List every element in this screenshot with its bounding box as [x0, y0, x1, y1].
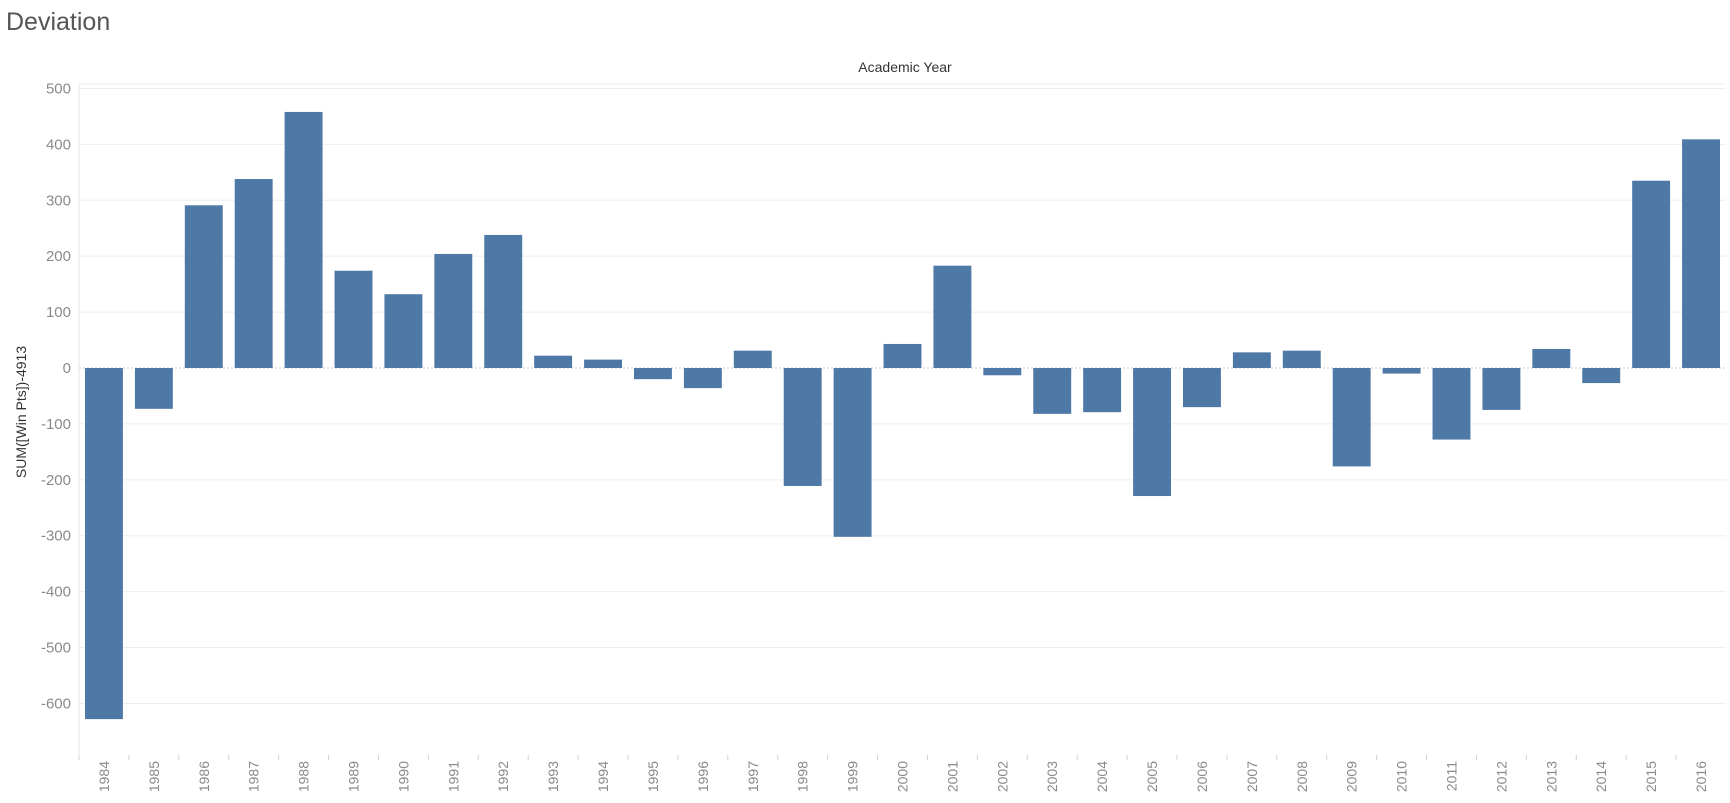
bar-1990[interactable]: [384, 294, 423, 368]
x-tick-label: 1986: [196, 761, 212, 792]
x-tick-label: 2011: [1444, 761, 1460, 791]
bar-1997[interactable]: [733, 350, 772, 368]
x-tick-label: 1988: [296, 761, 312, 792]
x-tick-label: 2007: [1244, 761, 1260, 792]
x-tick-label: 1998: [795, 761, 811, 792]
y-tick-label: -100: [41, 416, 71, 433]
y-tick-label: -500: [41, 640, 71, 657]
bar-1985[interactable]: [134, 368, 173, 409]
bars: [84, 111, 1721, 720]
page-title: Deviation: [6, 8, 111, 36]
bar-1994[interactable]: [584, 359, 623, 368]
y-tick-label: -600: [41, 695, 71, 712]
y-tick-label: 100: [46, 304, 71, 321]
x-tick-label: 1993: [545, 761, 561, 792]
x-tick-label: 2016: [1693, 761, 1709, 792]
y-tick-label: -300: [41, 528, 71, 545]
x-tick-label: 1989: [346, 761, 362, 792]
x-tick-label: 1987: [246, 761, 262, 792]
x-tick-label: 2008: [1294, 761, 1310, 792]
x-tick-label: 1995: [645, 761, 661, 792]
bar-1995[interactable]: [633, 368, 672, 380]
y-tick-label: 0: [63, 360, 71, 377]
x-tick-label: 2006: [1194, 761, 1210, 792]
y-tick-label: 300: [46, 192, 71, 209]
y-tick-label: -400: [41, 584, 71, 601]
bar-1987[interactable]: [234, 179, 273, 368]
y-tick-label: 200: [46, 248, 71, 265]
y-tick-label: -200: [41, 472, 71, 489]
bar-1999[interactable]: [833, 368, 872, 537]
bar-1993[interactable]: [534, 355, 573, 368]
y-tick-label: 500: [46, 80, 71, 97]
bar-1996[interactable]: [683, 368, 722, 389]
x-tick-label: 2010: [1394, 761, 1410, 792]
bar-2012[interactable]: [1482, 368, 1521, 410]
x-tick-label: 1997: [745, 761, 761, 792]
x-tick-label: 1994: [595, 761, 611, 792]
bar-2004[interactable]: [1083, 368, 1122, 413]
bar-2011[interactable]: [1432, 368, 1471, 440]
bar-2010[interactable]: [1382, 368, 1421, 374]
bar-2003[interactable]: [1033, 368, 1072, 414]
x-tick-label: 1992: [495, 761, 511, 792]
bar-2008[interactable]: [1282, 350, 1321, 368]
bar-2001[interactable]: [933, 265, 972, 368]
bar-2002[interactable]: [983, 368, 1022, 376]
x-tick-label: 2013: [1543, 761, 1559, 792]
bar-2007[interactable]: [1232, 352, 1271, 368]
y-tick-label: 400: [46, 136, 71, 153]
x-axis-ticks: 1984 1985 1986 1987 1988 1989 1990 1991 1992 1993…: [78, 755, 1709, 792]
bar-2013[interactable]: [1532, 348, 1571, 368]
bar-2005[interactable]: [1133, 368, 1172, 497]
bar-1988[interactable]: [284, 111, 323, 368]
x-tick-label: 1985: [146, 761, 162, 792]
x-tick-label: 2001: [944, 761, 960, 792]
x-tick-label: 2009: [1344, 761, 1360, 792]
bar-2009[interactable]: [1332, 368, 1371, 467]
x-tick-label: 2012: [1493, 761, 1509, 792]
bar-2014[interactable]: [1582, 368, 1621, 384]
bar-1986[interactable]: [184, 205, 223, 368]
x-tick-label: 1990: [395, 761, 411, 792]
bar-2000[interactable]: [883, 343, 922, 368]
x-tick-label: 1984: [96, 761, 112, 792]
bar-1984[interactable]: [84, 368, 123, 720]
bar-1998[interactable]: [783, 368, 822, 486]
bar-2015[interactable]: [1632, 180, 1671, 368]
bar-1989[interactable]: [334, 270, 373, 368]
x-tick-label: 1991: [445, 761, 461, 792]
x-tick-label: 2014: [1593, 761, 1609, 792]
x-tick-label: 2002: [994, 761, 1010, 792]
y-axis-label: SUM([Win Pts])-4913: [13, 346, 29, 478]
x-tick-label: 1996: [695, 761, 711, 792]
x-tick-label: 2005: [1144, 761, 1160, 792]
chart-title: Academic Year: [858, 59, 952, 75]
x-tick-label: 1999: [845, 761, 861, 792]
x-tick-label: 2000: [895, 761, 911, 792]
bar-2016[interactable]: [1682, 139, 1721, 368]
bar-2006[interactable]: [1182, 368, 1221, 408]
bar-1991[interactable]: [434, 253, 473, 368]
y-axis-ticks: 500 400 300 200 100 0 -100 -200 -300 -400 -500 -600: [41, 80, 71, 712]
x-tick-label: 2003: [1044, 761, 1060, 792]
x-tick-label: 2004: [1094, 761, 1110, 792]
gridlines: [78, 83, 1726, 755]
bar-1992[interactable]: [484, 234, 523, 368]
x-tick-label: 2015: [1643, 761, 1659, 792]
